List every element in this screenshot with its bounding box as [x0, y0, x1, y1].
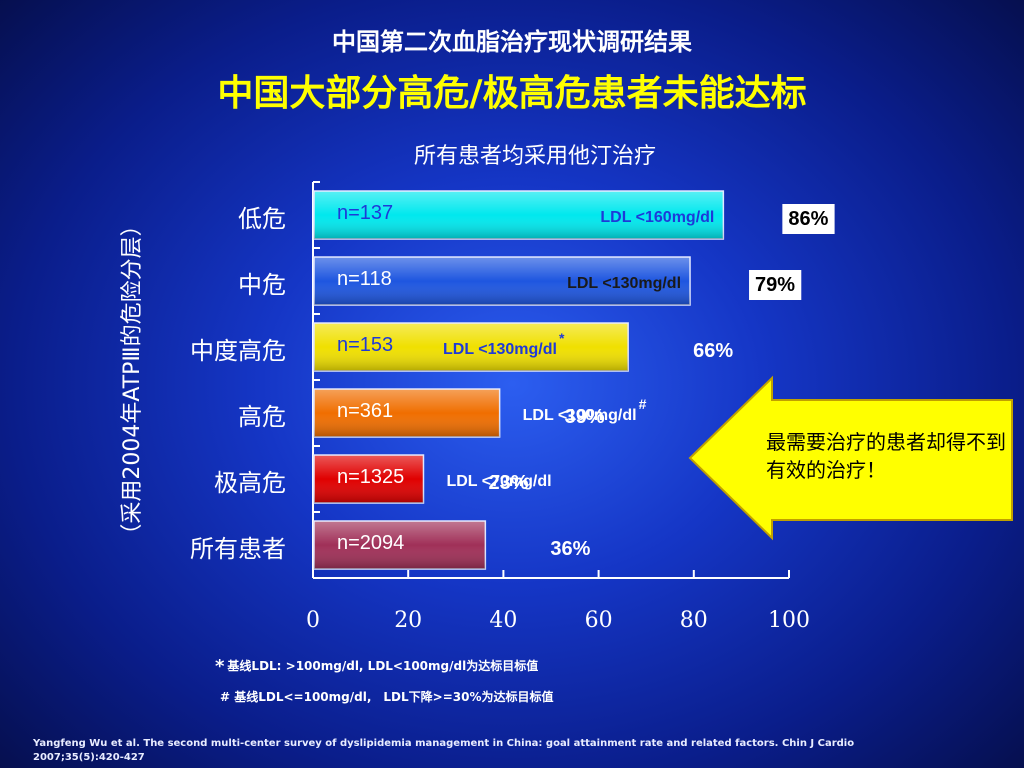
bar-value-label: 66%: [693, 340, 733, 362]
bar-value-label: 86%: [788, 208, 828, 230]
bar-shade: [314, 521, 486, 569]
bar-shade: [314, 323, 629, 371]
value-label-box: [749, 270, 802, 300]
bar-shade: [314, 257, 691, 305]
x-tick-label: 40: [489, 608, 517, 633]
footnote-1-mark: *: [215, 656, 225, 677]
bar-n-label: n=361: [337, 400, 393, 422]
footnote-1-text: 基线LDL: >100mg/dl, LDL<100mg/dl为达标目标值: [227, 659, 539, 673]
bar-value-label: 36%: [550, 538, 590, 560]
footnote-2: # 基线LDL<=100mg/dl, LDL下降>=30%为达标目标值: [220, 690, 554, 704]
bar-target-label: LDL <160mg/dl: [600, 209, 714, 226]
x-tick-label: 20: [394, 608, 422, 633]
citation: Yangfeng Wu et al. The second multi-cent…: [33, 738, 855, 763]
bar-target-mark: #: [639, 396, 647, 412]
bar-target-label: LDL <70mg/dl: [446, 473, 551, 490]
headline: 中国大部分高危/极高危患者未能达标: [217, 73, 807, 114]
bar-target-label: LDL <130mg/dl: [567, 275, 681, 292]
callout-arrow-shape: [688, 375, 1013, 541]
bar-labels: n=137 LDL <160mg/dl 86% n=118 LDL <130mg/dl 7…: [337, 202, 835, 560]
category-label: 所有患者: [190, 535, 286, 563]
category-label: 低危: [238, 205, 286, 233]
callout-text: 最需要治疗的患者却得不到有效的治疗！: [766, 430, 1006, 482]
bar-shade: [314, 389, 500, 437]
category-label: 极高危: [214, 469, 286, 497]
x-tick-label: 100: [768, 608, 810, 633]
bar-value-label: 23%: [488, 472, 528, 494]
bar-n-label: n=137: [337, 202, 393, 224]
bar-value-label: 79%: [755, 274, 795, 296]
bars: [313, 190, 725, 570]
axes: 0 20 40 60 80 100: [306, 181, 810, 633]
bar-n-label: n=1325: [337, 466, 404, 488]
callout-arrow: [688, 375, 1013, 541]
bar-shade: [314, 191, 724, 239]
footnote-1: * 基线LDL: >100mg/dl, LDL<100mg/dl为达标目标值: [215, 656, 538, 677]
bar-n-label: n=153: [337, 334, 393, 356]
bar-target-label: LDL <130mg/dl: [443, 341, 557, 358]
category-label: 中危: [238, 271, 286, 299]
x-tick-label: 60: [585, 608, 613, 633]
x-tick-label: 0: [306, 608, 320, 633]
page-title: 中国第二次血脂治疗现状调研结果: [332, 28, 692, 56]
category-label: 高危: [238, 403, 286, 431]
bar-value-label: 39%: [565, 406, 605, 428]
chart-subtitle: 所有患者均采用他汀治疗: [413, 144, 656, 169]
value-label-box: [782, 204, 835, 234]
bar-target-label: LDL <100mg/dl: [523, 407, 637, 424]
category-label: 中度高危: [190, 337, 286, 365]
bar-n-label: n=118: [337, 268, 392, 290]
x-tick-label: 80: [680, 608, 708, 633]
bar-n-label: n=2094: [337, 532, 404, 554]
bar-target-mark: *: [559, 330, 565, 346]
bar-shade: [314, 455, 424, 503]
